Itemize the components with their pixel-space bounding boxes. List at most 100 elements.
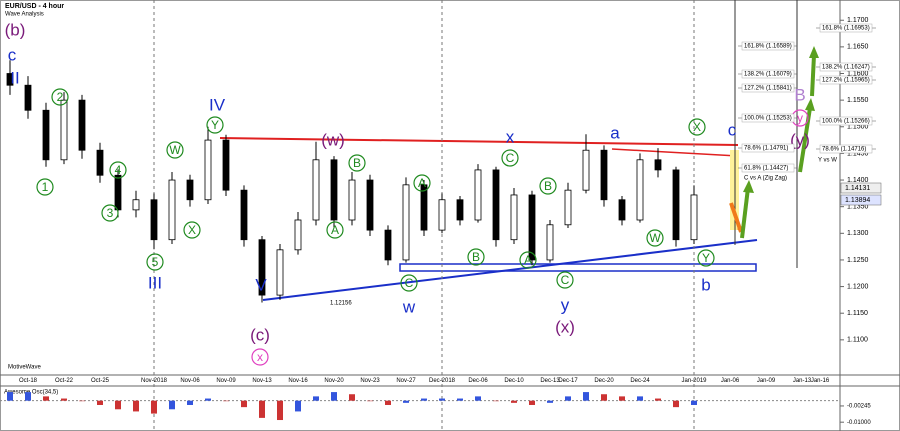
y-tick-label: 1.1350	[847, 204, 869, 211]
wave-label: A	[524, 253, 532, 267]
price-label: 1.13894	[845, 197, 870, 204]
wave-circle	[539, 177, 557, 195]
wave-circle	[51, 88, 69, 106]
wave-label: V	[255, 275, 267, 294]
wave-label: X	[188, 223, 196, 237]
osc-bar	[223, 400, 229, 402]
fib-box	[741, 143, 795, 153]
wave-circle	[101, 204, 119, 222]
arrow	[729, 202, 743, 233]
wave-label: c	[728, 120, 737, 139]
resistance-line	[219, 137, 739, 146]
fib-label: 138.2% (1.16247)	[822, 65, 870, 71]
candle-body	[114, 174, 122, 211]
osc-bar	[367, 400, 373, 402]
wave-label: C	[506, 151, 515, 165]
wave-circle	[519, 251, 537, 269]
wave-circle	[697, 249, 715, 267]
wave-label: 2	[57, 90, 64, 104]
fib-box	[741, 83, 795, 93]
candle-body	[330, 159, 338, 221]
x-tick-label: Dec-06	[468, 378, 488, 384]
wave-circle	[166, 141, 184, 159]
osc-bar	[673, 400, 679, 408]
x-tick-label: Dec-17	[558, 378, 578, 384]
osc-bar	[169, 400, 175, 410]
y-tick-label: 1.1300	[847, 230, 869, 237]
fib-box	[819, 75, 873, 85]
wave-label: 3	[107, 206, 114, 220]
osc-bar	[655, 398, 661, 401]
wave-label: y	[561, 295, 570, 314]
candle-body	[672, 169, 680, 241]
arrow-head	[805, 98, 815, 111]
brand: MotiveWave	[8, 365, 41, 371]
wave-label: C	[561, 273, 570, 287]
wave-label: Y	[211, 118, 219, 132]
y-tick-label: 1.1400	[847, 177, 869, 184]
fib-box	[741, 163, 795, 173]
wave-label: II	[10, 68, 19, 87]
osc-bar	[61, 398, 67, 401]
osc-bar	[25, 392, 31, 401]
candle-body	[132, 199, 140, 211]
osc-bar	[511, 400, 517, 403]
x-tick-label: Oct-25	[91, 378, 110, 384]
arrow-head	[809, 46, 819, 58]
wave-label: W	[649, 231, 661, 245]
arrow	[810, 54, 816, 97]
wave-label: B	[794, 85, 805, 104]
wave-label: (b)	[5, 20, 26, 39]
osc-bar	[583, 392, 589, 401]
osc-bar	[97, 400, 103, 405]
wave-label: 4	[115, 163, 122, 177]
candle-body	[312, 159, 320, 221]
wave-label: III	[148, 273, 162, 292]
candle-body	[456, 199, 464, 221]
candle-body	[294, 219, 302, 251]
wave-label: w	[402, 297, 416, 316]
candle-body	[96, 149, 104, 176]
candle-body	[564, 189, 572, 226]
candle-body	[150, 199, 158, 241]
fib-label: 161.8% (1.16589)	[744, 44, 792, 50]
osc-bar	[205, 398, 211, 401]
osc-bar	[7, 392, 13, 401]
osc-bar	[79, 400, 85, 402]
candle-body	[240, 189, 248, 241]
candle-body	[546, 224, 554, 261]
fib-box	[741, 69, 795, 79]
x-tick-label: Nov-27	[396, 378, 416, 384]
fib-label: 78.6% (1.14716)	[822, 147, 866, 153]
wave-circle	[348, 154, 366, 172]
x-tick-label: Nov-2018	[141, 378, 168, 384]
price-label: 1.14131	[845, 185, 870, 192]
osc-bar	[529, 400, 535, 405]
y-tick-label: 1.1500	[847, 124, 869, 131]
osc-bar	[259, 400, 265, 418]
candle-body	[690, 194, 698, 241]
chart-title: EUR/USD - 4 hour	[5, 3, 64, 10]
osc-bar	[691, 400, 697, 405]
price-box	[840, 182, 882, 194]
wave-circle	[109, 161, 127, 179]
fib-box	[819, 144, 873, 154]
arrow-head	[743, 180, 754, 193]
x-tick-label: Nov-09	[216, 378, 236, 384]
wave-label: A	[418, 176, 426, 190]
x-tick-label: Nov-23	[360, 378, 380, 384]
fib-label: 127.2% (1.15965)	[822, 78, 870, 84]
candle-body	[258, 239, 266, 296]
osc-bar	[493, 400, 499, 402]
fib-label: 138.2% (1.16079)	[744, 72, 792, 78]
x-tick-label: Jan-09	[757, 378, 776, 384]
x-tick-label: Dec-24	[630, 378, 650, 384]
osc-bar	[43, 396, 49, 401]
wave-label: B	[472, 250, 480, 264]
wave-circle	[556, 271, 574, 289]
candle-body	[276, 249, 284, 296]
wave-circle	[646, 229, 664, 247]
osc-bar	[601, 394, 607, 401]
x-tick-label: Nov-13	[252, 378, 272, 384]
